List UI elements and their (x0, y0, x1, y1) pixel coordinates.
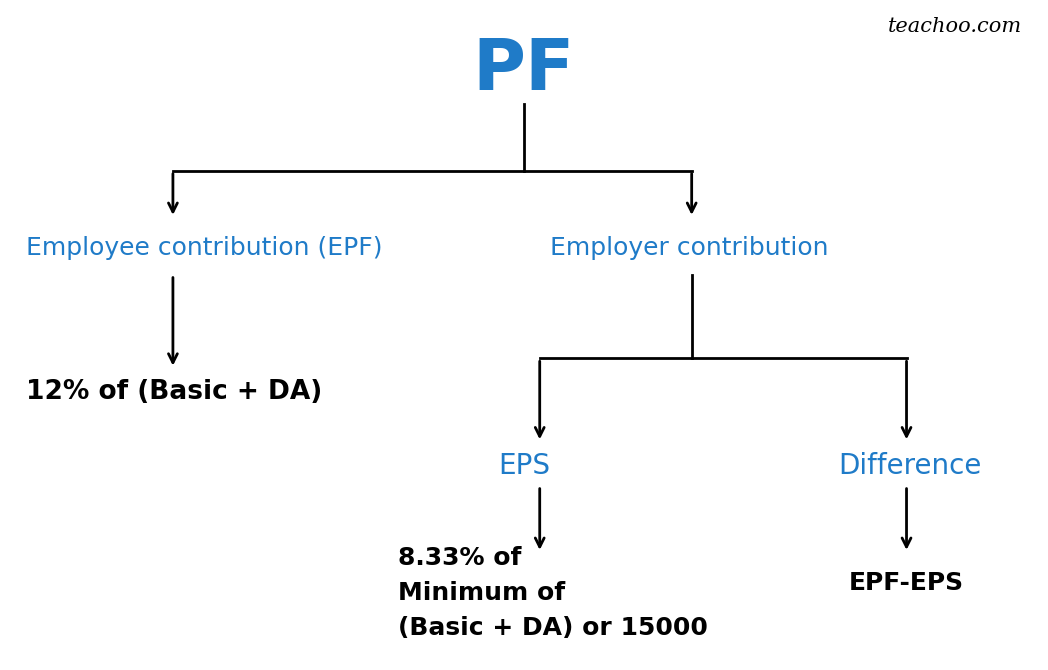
Text: teachoo.com: teachoo.com (888, 17, 1022, 36)
Text: 8.33% of
Minimum of
(Basic + DA) or 15000: 8.33% of Minimum of (Basic + DA) or 1500… (398, 545, 708, 641)
Text: EPF-EPS: EPF-EPS (849, 571, 964, 595)
Text: 12% of (Basic + DA): 12% of (Basic + DA) (26, 379, 323, 405)
Text: Employer contribution: Employer contribution (550, 236, 829, 260)
Text: Employee contribution (EPF): Employee contribution (EPF) (26, 236, 383, 260)
Text: PF: PF (473, 36, 575, 105)
Text: EPS: EPS (498, 452, 550, 480)
Text: Difference: Difference (838, 452, 982, 480)
